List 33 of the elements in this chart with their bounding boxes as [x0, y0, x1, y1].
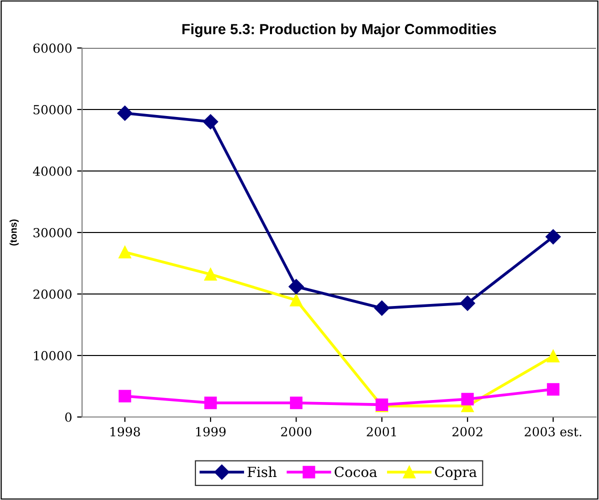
legend-label: Cocoa	[334, 466, 377, 478]
point	[118, 246, 132, 258]
point	[290, 294, 302, 306]
y-tick-label: 50000	[34, 104, 72, 114]
point	[546, 350, 560, 362]
x-tick-label: 1999	[196, 426, 226, 436]
point	[546, 383, 560, 396]
point	[461, 392, 474, 406]
x-tick-label: 2001	[366, 426, 396, 436]
legend-label: Copra	[435, 466, 477, 480]
y-tick-label: 60000	[33, 43, 72, 53]
point	[288, 279, 304, 294]
point	[290, 396, 302, 410]
x-tick-label: 2003 est.	[524, 426, 582, 436]
x-tick-label: 2002	[452, 426, 482, 436]
point	[460, 296, 476, 311]
point	[117, 106, 132, 121]
point	[204, 396, 217, 410]
y-tick-label: 30000	[34, 228, 72, 238]
x-tick-label: 2000	[281, 426, 312, 436]
x-tick-label: 1998	[110, 426, 140, 436]
y-tick-label: 10000	[34, 350, 72, 360]
chart-title: Figure 5.3: Production by Major Commodities	[182, 24, 496, 38]
y-tick-label: 0	[65, 412, 72, 422]
point	[374, 300, 390, 316]
y-tick-label: 20000	[33, 289, 72, 299]
point	[118, 390, 132, 402]
point	[546, 229, 561, 244]
point	[202, 114, 218, 130]
point	[204, 268, 217, 281]
legend-label: Fish	[248, 466, 277, 478]
y-axis-title: (tons)	[10, 219, 19, 246]
y-tick-label: 40000	[32, 166, 72, 176]
